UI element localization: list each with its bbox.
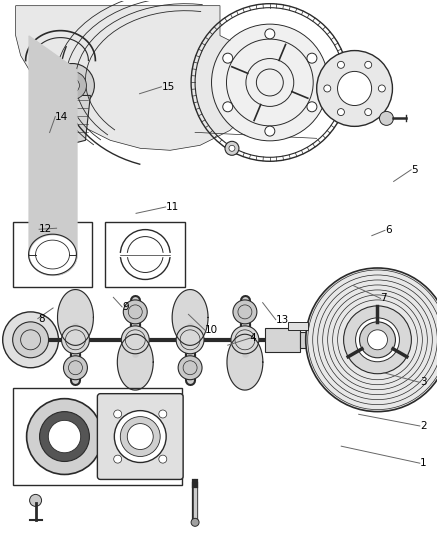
Circle shape <box>114 410 166 463</box>
Polygon shape <box>46 95 90 146</box>
Bar <box>265 328 300 352</box>
Circle shape <box>61 326 89 354</box>
Circle shape <box>59 71 86 100</box>
Circle shape <box>121 326 149 354</box>
Circle shape <box>114 455 122 463</box>
Circle shape <box>39 411 89 462</box>
Polygon shape <box>16 6 260 150</box>
Circle shape <box>3 312 59 368</box>
Circle shape <box>176 326 204 354</box>
Text: 11: 11 <box>166 202 179 212</box>
Bar <box>330 335 350 345</box>
Circle shape <box>337 61 344 68</box>
FancyBboxPatch shape <box>97 394 183 480</box>
Circle shape <box>378 85 385 92</box>
Text: 9: 9 <box>122 302 129 312</box>
Circle shape <box>317 51 392 126</box>
Polygon shape <box>227 334 263 390</box>
Circle shape <box>337 109 344 116</box>
Text: 1: 1 <box>420 458 427 468</box>
Text: 10: 10 <box>205 325 218 335</box>
Circle shape <box>120 417 160 456</box>
Circle shape <box>379 111 393 125</box>
Bar <box>13 387 182 486</box>
Polygon shape <box>117 334 153 390</box>
Circle shape <box>231 326 259 354</box>
Circle shape <box>191 518 199 526</box>
Polygon shape <box>172 289 208 345</box>
Circle shape <box>225 141 239 155</box>
Circle shape <box>356 318 399 362</box>
Circle shape <box>223 102 233 112</box>
Circle shape <box>265 126 275 136</box>
Circle shape <box>212 25 328 140</box>
Circle shape <box>178 356 202 379</box>
Circle shape <box>324 85 331 92</box>
Circle shape <box>159 455 167 463</box>
Text: 5: 5 <box>411 165 418 175</box>
Text: 14: 14 <box>55 111 68 122</box>
Text: 2: 2 <box>420 421 427 431</box>
Text: 6: 6 <box>385 225 392 236</box>
Bar <box>300 332 330 348</box>
Circle shape <box>365 61 372 68</box>
Circle shape <box>307 53 317 63</box>
Circle shape <box>27 399 102 474</box>
Text: 13: 13 <box>276 314 289 325</box>
Circle shape <box>367 330 388 350</box>
Circle shape <box>343 306 411 374</box>
Circle shape <box>13 322 49 358</box>
Text: 7: 7 <box>381 293 387 303</box>
Circle shape <box>64 356 88 379</box>
Polygon shape <box>57 289 93 345</box>
Circle shape <box>233 300 257 324</box>
Circle shape <box>338 71 371 106</box>
Circle shape <box>127 424 153 449</box>
Text: 8: 8 <box>38 313 44 324</box>
Circle shape <box>66 78 79 92</box>
Text: 3: 3 <box>420 377 427 387</box>
Circle shape <box>306 268 438 411</box>
Text: 15: 15 <box>161 82 175 92</box>
Bar <box>13 222 92 287</box>
Circle shape <box>30 495 42 506</box>
Text: 12: 12 <box>39 224 53 235</box>
Circle shape <box>360 322 396 358</box>
Text: 4: 4 <box>250 333 256 343</box>
Circle shape <box>124 300 147 324</box>
Bar <box>106 222 185 287</box>
Circle shape <box>265 29 275 39</box>
Circle shape <box>114 410 122 418</box>
Circle shape <box>307 102 317 112</box>
Circle shape <box>229 146 235 151</box>
Circle shape <box>50 63 95 108</box>
Circle shape <box>159 410 167 418</box>
Circle shape <box>223 53 233 63</box>
Circle shape <box>365 109 372 116</box>
Bar <box>288 322 308 330</box>
Circle shape <box>48 421 81 453</box>
